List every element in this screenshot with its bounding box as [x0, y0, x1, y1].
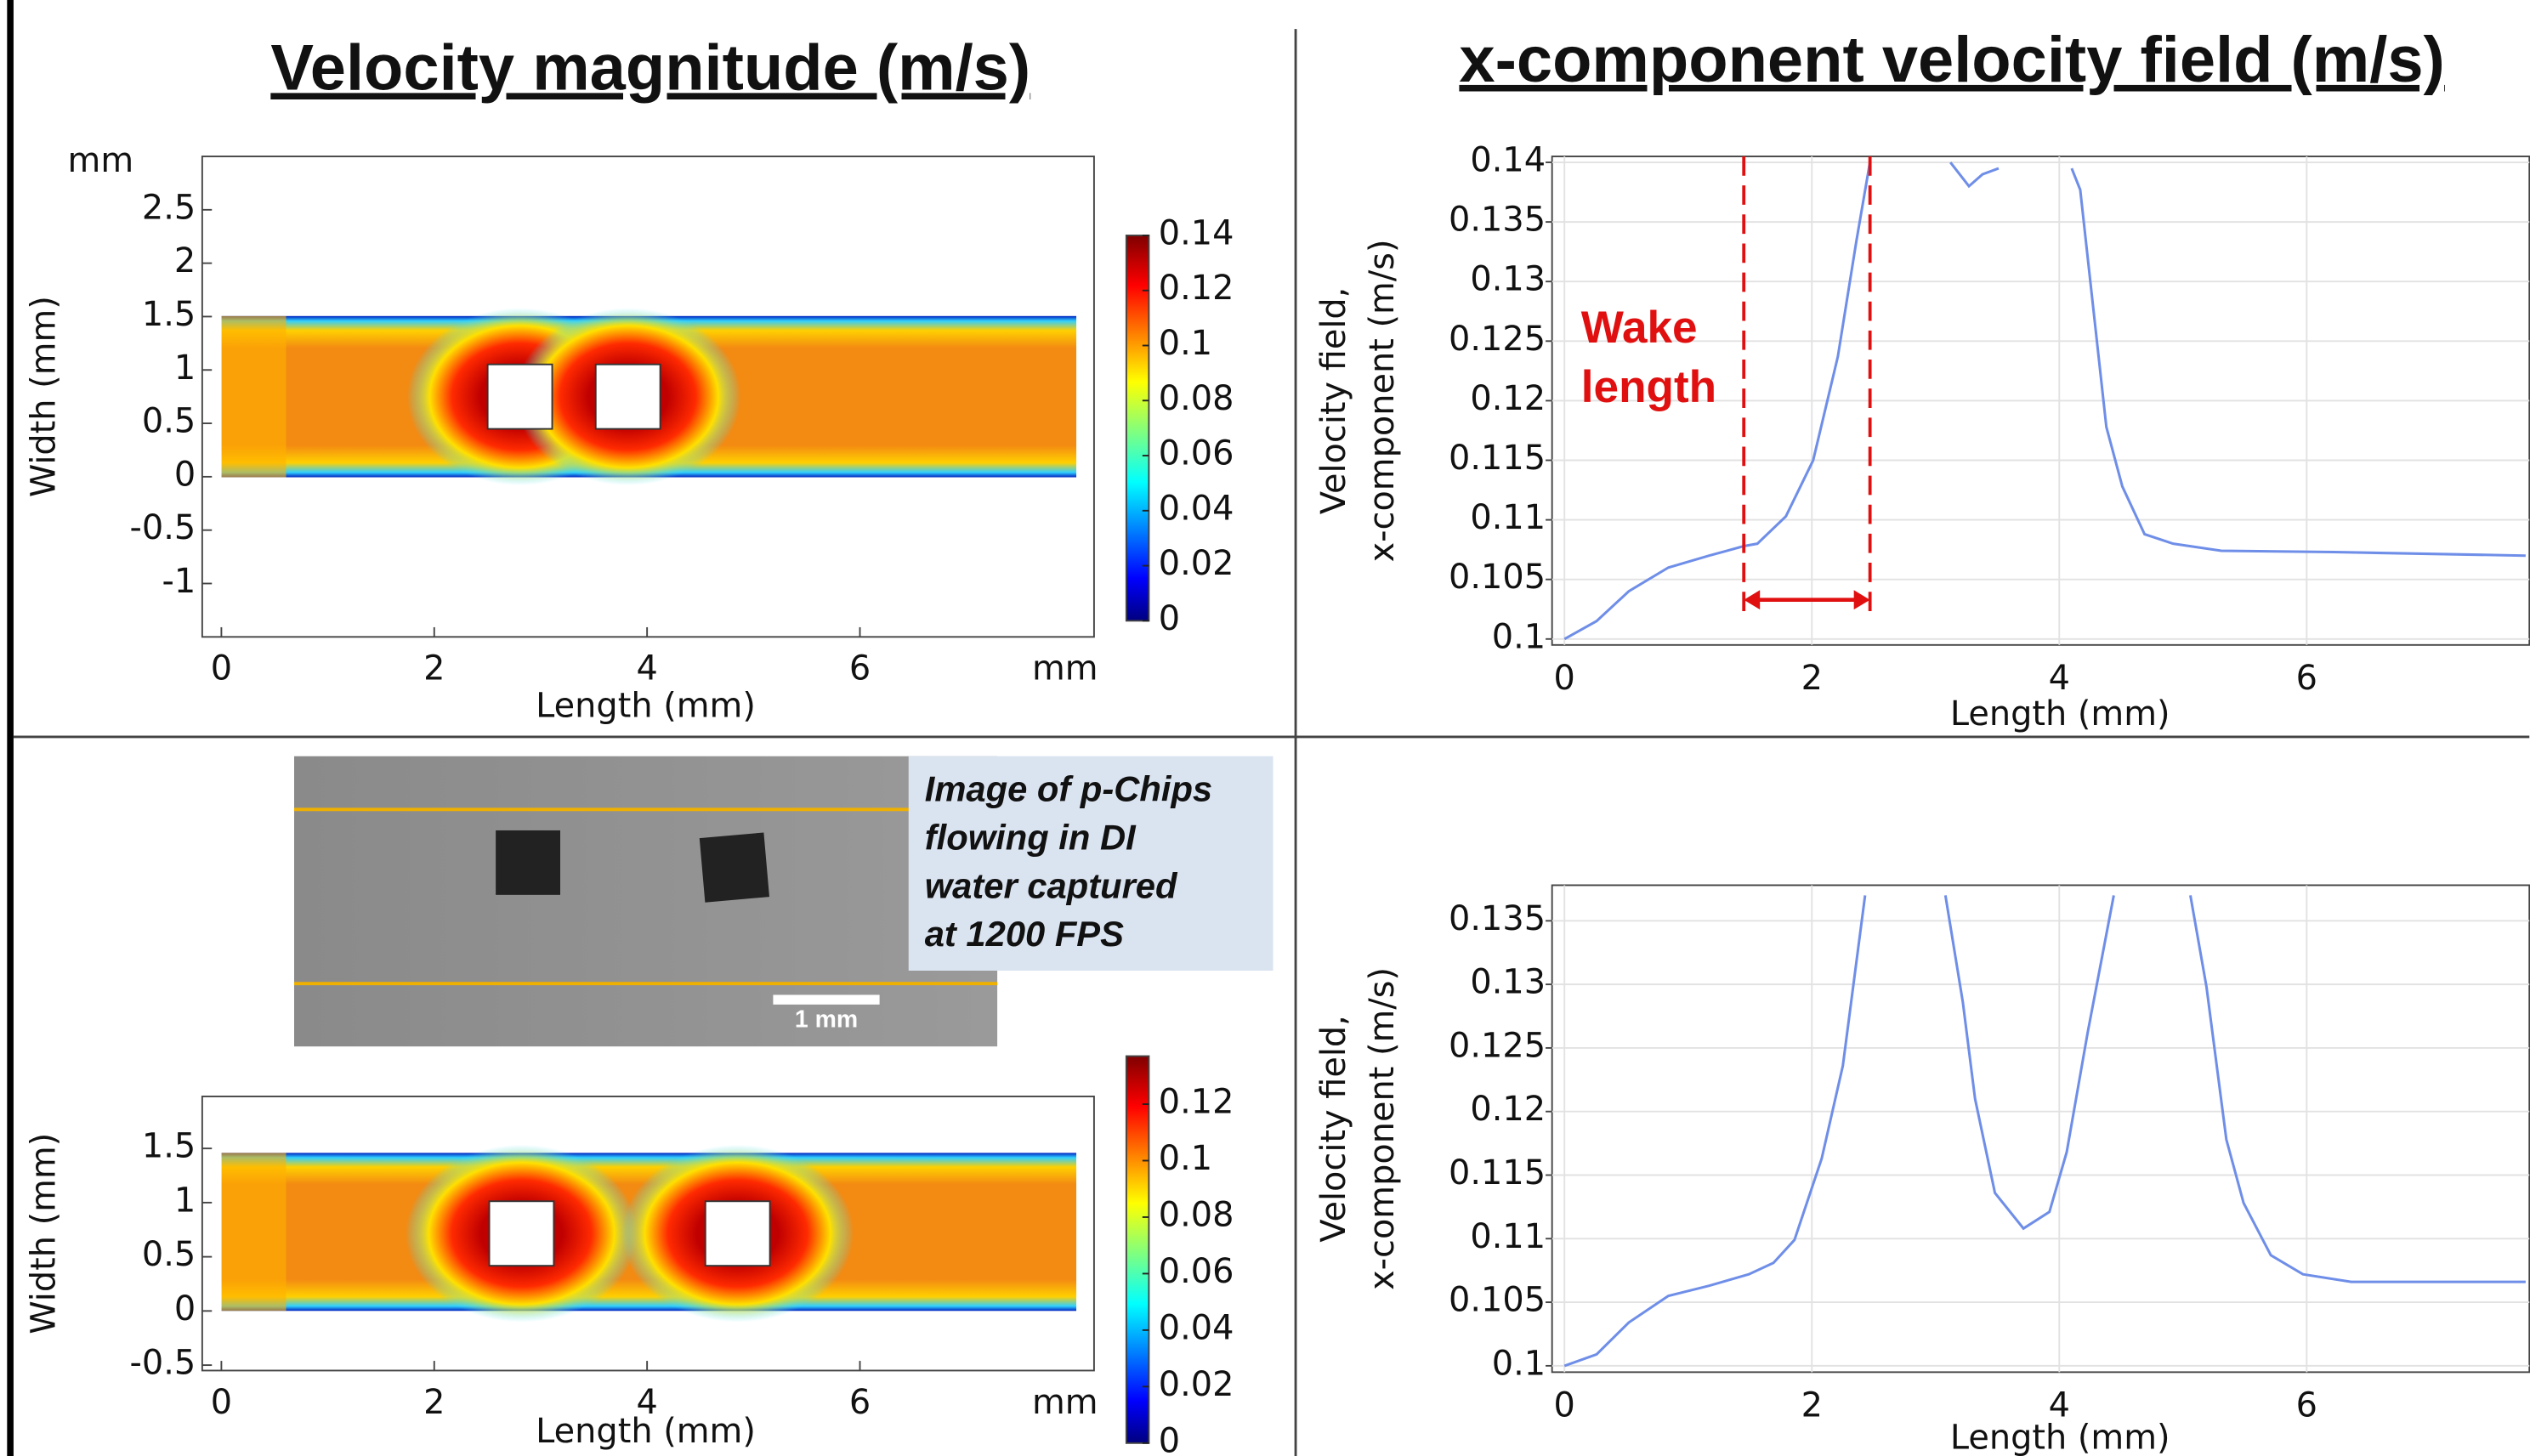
x-tick-label: 4	[2049, 1386, 2070, 1425]
y-tick-label: 0.115	[1449, 439, 1546, 478]
y-axis-label: x-component (m/s)	[1363, 967, 1402, 1290]
annotation: Wake	[1581, 303, 1698, 353]
x-unit: mm	[1032, 649, 1098, 688]
y-tick-label: 0	[174, 1289, 196, 1329]
plot-frame	[201, 156, 1095, 638]
x-tick-label: 0	[211, 649, 232, 688]
y-tick-label: 2	[174, 241, 196, 280]
y-tick-label: 0.13	[1470, 260, 1546, 299]
colorbar	[1125, 1055, 1150, 1444]
y-tick-label: 0.105	[1449, 1281, 1546, 1320]
colorbar-tick-label: 0.04	[1159, 1308, 1234, 1347]
y-tick-label: 0.135	[1449, 899, 1546, 938]
y-tick-label: 0	[174, 455, 196, 494]
y-tick-label: -1	[162, 562, 196, 601]
line-series	[1563, 895, 2526, 1368]
x-tick-label: 4	[636, 1383, 657, 1422]
caption: at 1200 FPS	[925, 914, 1124, 954]
x-tick-label: 2	[423, 649, 445, 688]
x-tick-label: 6	[2296, 659, 2317, 698]
field-top	[221, 308, 1077, 485]
y-tick-label: 1.5	[142, 295, 196, 334]
x-tick-label: 0	[211, 1383, 232, 1422]
plot-frame	[1551, 884, 2530, 1374]
chart-title: Velocity magnitude (m/s)	[270, 31, 1030, 104]
y-tick-label: 0.12	[1470, 379, 1546, 418]
x-tick-label: 2	[1801, 1386, 1823, 1425]
y-tick-label: 0.135	[1449, 201, 1546, 240]
photo-panel: 1 mm	[293, 756, 1274, 1047]
y-tick-label: 0.14	[1470, 141, 1546, 180]
colorbar-tick-label: 0.1	[1159, 1139, 1212, 1178]
x-tick-label: 6	[849, 1383, 871, 1422]
colorbar	[1125, 235, 1150, 622]
colorbar-tick-label: 0.08	[1159, 379, 1234, 418]
y-tick-label: 0.125	[1449, 1026, 1546, 1065]
y-tick-label: 1	[174, 348, 196, 388]
x-tick-label: 2	[423, 1383, 445, 1422]
x-axis-label: Length (mm)	[536, 1412, 756, 1451]
y-tick-label: 1.5	[142, 1127, 196, 1166]
y-tick-label: 1	[174, 1181, 196, 1220]
y-tick-label: 2.5	[142, 188, 196, 227]
colorbar-tick-label: 0.02	[1159, 1365, 1234, 1404]
x-axis-label: Length (mm)	[536, 686, 756, 725]
field-bottom	[221, 1144, 1077, 1323]
x-tick-label: 4	[2049, 659, 2070, 698]
y-tick-label: 0.13	[1470, 963, 1546, 1002]
y-tick-label: 0.5	[142, 402, 196, 441]
colorbar-tick-label: 0	[1159, 1421, 1180, 1456]
annotation: length	[1581, 362, 1716, 412]
y-axis-label: Width (mm)	[24, 1133, 63, 1334]
y-tick-label: 0.125	[1449, 320, 1546, 359]
chart-title: x-component velocity field (m/s)	[1459, 24, 2444, 96]
colorbar-tick-label: 0.06	[1159, 434, 1234, 473]
y-tick-label: 0.5	[142, 1235, 196, 1274]
y-tick-label: 0.11	[1470, 1217, 1546, 1256]
x-unit: mm	[1032, 1383, 1098, 1422]
y-tick-label: 0.1	[1492, 617, 1546, 656]
colorbar-tick-label: 0.08	[1159, 1195, 1234, 1234]
y-tick-label: 0.105	[1449, 558, 1546, 597]
colorbar-tick-label: 0.02	[1159, 544, 1234, 583]
caption: water captured	[925, 865, 1178, 905]
y-axis-label: Velocity field,	[1314, 287, 1353, 515]
caption: Image of p-Chips	[925, 768, 1212, 808]
x-tick-label: 2	[1801, 659, 1823, 698]
x-axis-label: Length (mm)	[1950, 694, 2170, 734]
x-tick-label: 0	[1554, 659, 1575, 698]
y-axis-label: x-component (m/s)	[1363, 239, 1402, 562]
x-axis-label: Length (mm)	[1950, 1419, 2170, 1456]
colorbar-tick-label: 0	[1159, 599, 1180, 638]
x-tick-label: 0	[1554, 1386, 1575, 1425]
colorbar-tick-label: 0.06	[1159, 1252, 1234, 1291]
x-tick-label: 4	[636, 649, 657, 688]
colorbar-tick-label: 0.12	[1159, 269, 1234, 308]
plot-frame	[201, 1096, 1095, 1372]
colorbar-tick-label: 0.04	[1159, 489, 1234, 528]
y-tick-label: 0.115	[1449, 1153, 1546, 1193]
colorbar-tick-label: 0.1	[1159, 324, 1212, 363]
line-series	[1563, 161, 2526, 641]
colorbar-tick-label: 0.14	[1159, 213, 1234, 252]
scale-label: 1 mm	[795, 1006, 858, 1033]
y-tick-label: 0.12	[1470, 1090, 1546, 1129]
y-axis-label: Velocity field,	[1314, 1015, 1353, 1243]
caption: flowing in DI	[925, 817, 1137, 857]
y-tick-label: -0.5	[130, 508, 196, 547]
y-tick-label: 0.1	[1492, 1344, 1546, 1383]
colorbar-tick-label: 0.12	[1159, 1083, 1234, 1122]
y-axis-label: Width (mm)	[24, 296, 63, 497]
x-tick-label: 6	[2296, 1386, 2317, 1425]
x-tick-label: 6	[849, 649, 871, 688]
y-tick-label: 0.11	[1470, 498, 1546, 537]
y-unit: mm	[68, 141, 134, 180]
y-tick-label: -0.5	[130, 1344, 196, 1383]
